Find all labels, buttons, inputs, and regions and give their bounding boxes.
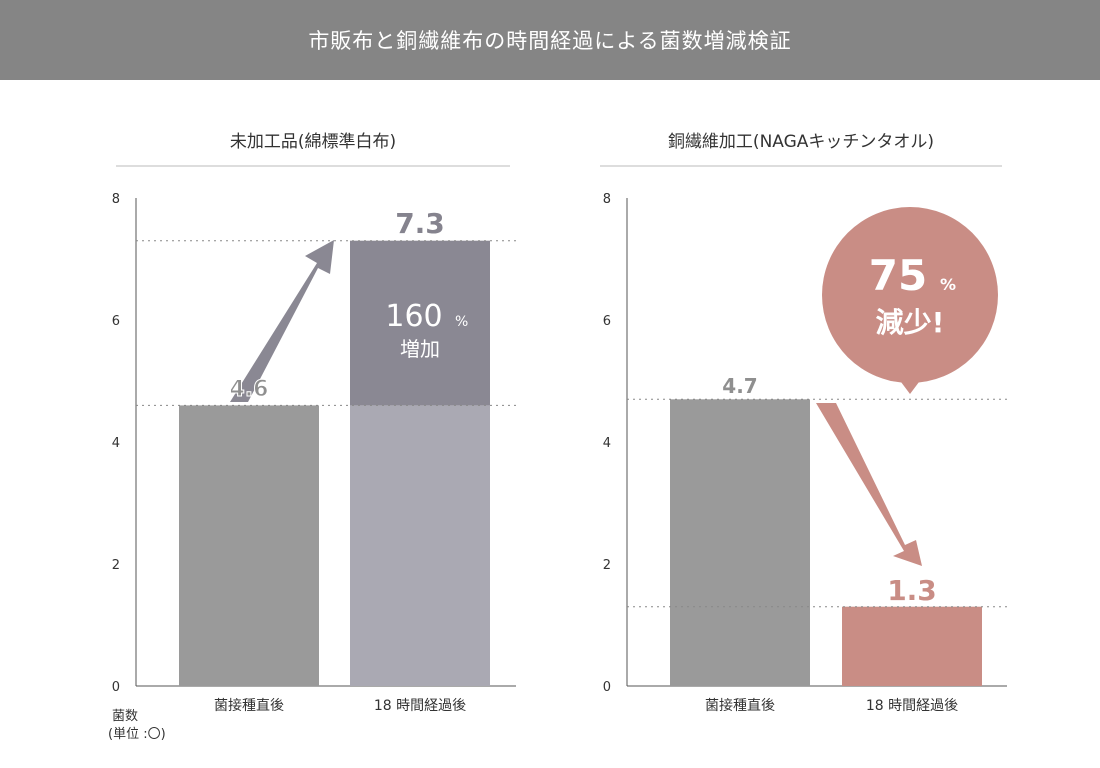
data-label: 7.3 [395,207,445,240]
y-tick-label: 4 [603,436,611,451]
y-tick-label: 6 [603,314,611,329]
y-tick-label: 4 [112,436,120,451]
data-label: 4.7 [722,374,757,398]
annotation-value: 75 [869,251,927,300]
y-tick-label: 8 [603,192,611,207]
bar [179,405,319,686]
y-tick-label: 0 [603,680,611,695]
x-tick-label: 18 時間経過後 [866,698,958,714]
annotation-text: 増加 [400,337,440,361]
chart-title: 銅繊維加工(NAGAキッチンタオル) [668,132,934,152]
x-tick-label: 菌接種直後 [705,697,775,714]
decrease-arrow [816,403,922,566]
annotation-value: 160 [385,299,442,334]
callout-bubble [822,207,998,383]
data-label: 1.3 [887,574,937,607]
bar-increase [350,240,490,406]
y-tick-label: 8 [112,192,120,207]
chart-title: 未加工品(綿標準白布) [230,132,396,152]
y-axis-unit: (単位 :〇) [108,726,166,742]
annotation-unit: % [940,275,956,294]
data-label: 4.6 [230,377,269,402]
y-tick-label: 0 [112,680,120,695]
increase-arrow [230,240,334,402]
y-tick-label: 6 [112,314,120,329]
y-axis-label: 菌数 [112,709,138,724]
annotation-unit: % [455,314,468,330]
bar [670,399,810,686]
x-tick-label: 18 時間経過後 [374,698,466,714]
annotation-text: 減少! [876,306,945,339]
bar-base [350,405,490,686]
header-title: 市販布と銅繊維布の時間経過による菌数増減検証 [0,0,1100,80]
callout-pointer [898,378,922,394]
y-tick-label: 2 [603,558,611,573]
y-tick-label: 2 [112,558,120,573]
bar [842,606,982,686]
x-tick-label: 菌接種直後 [214,697,284,714]
